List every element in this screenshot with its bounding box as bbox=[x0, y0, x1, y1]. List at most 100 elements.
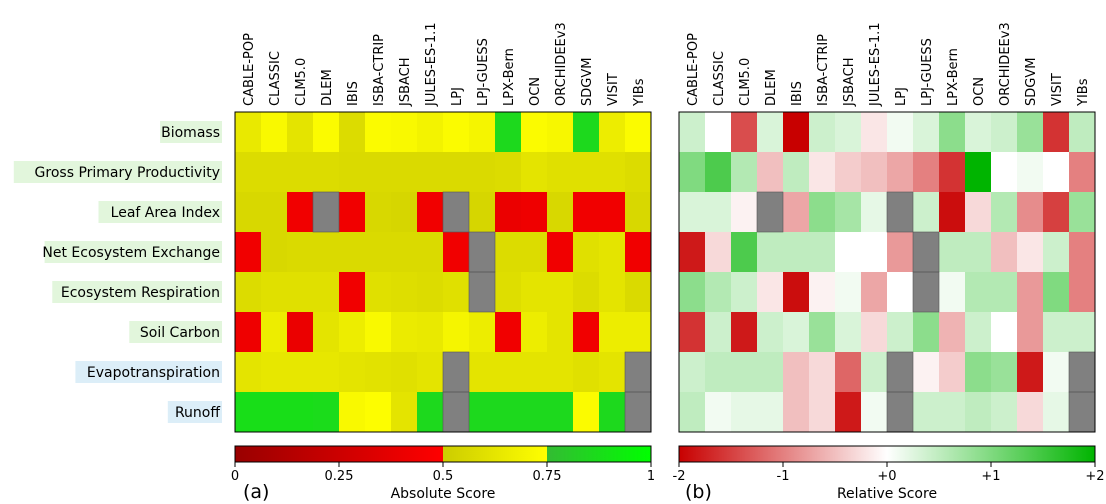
heatmap-cell bbox=[313, 192, 340, 233]
heatmap-cell bbox=[809, 152, 836, 193]
heatmap-cell bbox=[417, 312, 444, 353]
heatmap-cell bbox=[887, 232, 914, 273]
heatmap-cell bbox=[783, 272, 810, 313]
colorbar-tick-label: +2 bbox=[1085, 469, 1104, 484]
heatmap-cell bbox=[443, 192, 470, 233]
column-label: ISBA-CTRIP bbox=[816, 34, 831, 106]
colorbar-tick-label: 0 bbox=[231, 469, 239, 484]
row-label-bg bbox=[160, 121, 222, 143]
column-label: VISIT bbox=[606, 73, 621, 106]
heatmap-cell bbox=[625, 112, 652, 153]
heatmap-cell bbox=[287, 232, 314, 273]
heatmap-cell bbox=[679, 192, 706, 233]
heatmap-cell bbox=[495, 312, 522, 353]
heatmap-cell bbox=[625, 192, 652, 233]
heatmap-cell bbox=[913, 392, 940, 433]
heatmap-cell bbox=[835, 232, 862, 273]
heatmap-cell bbox=[861, 152, 888, 193]
missing-cell-outline bbox=[886, 191, 914, 233]
column-label: JULES-ES-1.1 bbox=[868, 22, 883, 107]
heatmap-cell bbox=[547, 392, 574, 433]
heatmap-cell bbox=[313, 392, 340, 433]
heatmap-cell bbox=[521, 152, 548, 193]
heatmap-cell bbox=[573, 192, 600, 233]
heatmap-cell bbox=[261, 152, 288, 193]
column-label: LPJ bbox=[450, 87, 465, 106]
heatmap-cell bbox=[391, 152, 418, 193]
heatmap-cell bbox=[339, 112, 366, 153]
heatmap-relative: CABLE-POP CLASSIC CLM5.0 DLEM IBIS ISBA-CTRIP… bbox=[673, 22, 1105, 503]
heatmap-cell bbox=[443, 112, 470, 153]
row-labels: Biomass Gross Primary Productivity Leaf Ar… bbox=[13, 121, 223, 423]
heatmap-cell bbox=[757, 312, 784, 353]
colorbar-relative bbox=[678, 445, 1096, 463]
colorbar-b-ticks: -2 -1 +0 +1 +2 bbox=[673, 462, 1105, 484]
heatmap-cell bbox=[939, 312, 966, 353]
heatmap-cell bbox=[469, 232, 496, 273]
heatmap-a-frame bbox=[234, 111, 652, 433]
row-label: Gross Primary Productivity bbox=[35, 165, 220, 181]
heatmap-cell bbox=[365, 312, 392, 353]
heatmap-cell bbox=[573, 152, 600, 193]
heatmap-cell bbox=[599, 232, 626, 273]
heatmap-cell bbox=[365, 272, 392, 313]
heatmap-cell bbox=[679, 352, 706, 393]
heatmap-cell bbox=[939, 152, 966, 193]
heatmap-cell bbox=[365, 192, 392, 233]
heatmap-cell bbox=[391, 272, 418, 313]
heatmap-cell bbox=[417, 352, 444, 393]
panel-label-b: (b) bbox=[685, 481, 712, 503]
heatmap-cell bbox=[573, 312, 600, 353]
heatmap-cell bbox=[757, 352, 784, 393]
heatmap-cell bbox=[261, 112, 288, 153]
heatmap-cell bbox=[861, 392, 888, 433]
panel-label-a: (a) bbox=[243, 481, 269, 503]
column-label: CABLE-POP bbox=[686, 33, 701, 106]
heatmap-cell bbox=[731, 392, 758, 433]
heatmap-b-frame bbox=[678, 111, 1096, 433]
column-label: ORCHIDEEv3 bbox=[554, 22, 569, 106]
heatmap-cell bbox=[521, 392, 548, 433]
heatmap-cell bbox=[235, 312, 262, 353]
heatmap-cell bbox=[261, 392, 288, 433]
colorbar-tick-label: 0.25 bbox=[325, 469, 354, 484]
heatmap-cell bbox=[1017, 352, 1044, 393]
heatmap-cell bbox=[443, 152, 470, 193]
heatmap-cell bbox=[783, 392, 810, 433]
colorbar-a-ticks: 0 0.25 0.5 0.75 1 bbox=[231, 462, 655, 484]
heatmap-cell bbox=[417, 112, 444, 153]
heatmap-cell bbox=[1069, 392, 1096, 433]
heatmap-b-cells bbox=[679, 112, 1096, 433]
heatmap-cell bbox=[391, 112, 418, 153]
heatmap-cell bbox=[469, 312, 496, 353]
row-label: Evapotranspiration bbox=[87, 365, 220, 381]
heatmap-cell bbox=[417, 232, 444, 273]
heatmap-cell bbox=[235, 112, 262, 153]
column-label: DLEM bbox=[764, 69, 779, 106]
column-label: OCN bbox=[972, 77, 987, 106]
heatmap-cell bbox=[991, 112, 1018, 153]
heatmap-cell bbox=[913, 192, 940, 233]
heatmap-cell bbox=[1017, 112, 1044, 153]
heatmap-cell bbox=[287, 152, 314, 193]
heatmap-cell bbox=[313, 352, 340, 393]
heatmap-cell bbox=[861, 192, 888, 233]
heatmap-cell bbox=[547, 232, 574, 273]
row-label: Runoff bbox=[175, 405, 220, 421]
heatmap-cell bbox=[573, 392, 600, 433]
heatmap-cell bbox=[417, 152, 444, 193]
heatmap-cell bbox=[679, 232, 706, 273]
heatmap-cell bbox=[261, 352, 288, 393]
heatmap-cell bbox=[965, 312, 992, 353]
heatmap-cell bbox=[443, 272, 470, 313]
column-label: DLEM bbox=[320, 69, 335, 106]
heatmap-cell bbox=[1069, 352, 1096, 393]
heatmap-cell bbox=[705, 312, 732, 353]
heatmap-cell bbox=[313, 272, 340, 313]
heatmap-cell bbox=[521, 232, 548, 273]
heatmap-cell bbox=[235, 272, 262, 313]
heatmap-cell bbox=[705, 152, 732, 193]
heatmap-cell bbox=[939, 352, 966, 393]
column-label: LPX-Bern bbox=[946, 48, 961, 106]
